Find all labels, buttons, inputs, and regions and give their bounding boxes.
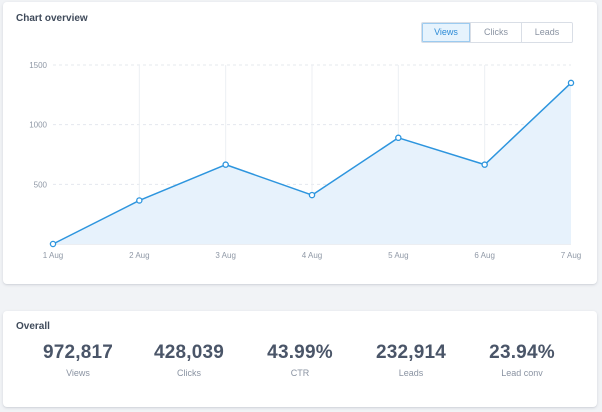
y-tick-label: 500 bbox=[34, 180, 48, 189]
tab-clicks[interactable]: Clicks bbox=[470, 23, 521, 42]
metric-toggle: Views Clicks Leads bbox=[421, 22, 573, 43]
stat-ctr-label: CTR bbox=[290, 368, 310, 378]
y-tick-label: 1500 bbox=[29, 61, 47, 70]
views-line-chart: 500 1000 1500 1 Aug 2 Aug 3 Aug 4 Aug 5 Aug 6 Au… bbox=[29, 61, 581, 260]
data-point-3 bbox=[222, 161, 229, 168]
stat-ctr: 43.99% CTR bbox=[240, 342, 360, 378]
x-tick-label: 2 Aug bbox=[129, 251, 149, 260]
data-point-4 bbox=[308, 191, 316, 199]
chart-overview-title: Chart overview bbox=[16, 13, 88, 24]
stat-clicks-value: 428,039 bbox=[153, 342, 225, 363]
stat-lead-conv: 23.94% Lead conv bbox=[462, 342, 582, 378]
x-tick-label: 3 Aug bbox=[215, 251, 235, 260]
data-point-5 bbox=[395, 134, 402, 142]
stat-lead-conv-value: 23.94% bbox=[489, 342, 555, 363]
x-tick-label: 6 Aug bbox=[474, 251, 494, 260]
tab-views[interactable]: Views bbox=[422, 23, 470, 42]
stat-leads-label: Leads bbox=[398, 368, 424, 378]
stat-views: 972,817 Views bbox=[18, 342, 138, 378]
stats-row: 972,817 Views 428,039 Clicks 43.99% CTR … bbox=[3, 342, 597, 402]
stat-ctr-value: 43.99% bbox=[267, 342, 333, 363]
x-tick-label: 7 Aug bbox=[561, 251, 581, 260]
overall-card: Overall 972,817 Views 428,039 Clicks 43.… bbox=[3, 311, 597, 407]
views-area bbox=[53, 82, 571, 245]
stat-views-label: Views bbox=[66, 368, 90, 378]
chart-overview-card: Chart overview Views Clicks Leads 500 100… bbox=[3, 2, 597, 284]
overall-title: Overall bbox=[16, 321, 50, 332]
stat-leads: 232,914 Leads bbox=[351, 342, 471, 378]
x-tick-label: 5 Aug bbox=[388, 251, 408, 260]
stat-clicks: 428,039 Clicks bbox=[129, 342, 249, 378]
stat-lead-conv-label: Lead conv bbox=[501, 368, 543, 378]
y-tick-label: 1000 bbox=[29, 121, 47, 130]
stat-leads-value: 232,914 bbox=[375, 342, 447, 363]
stat-clicks-label: Clicks bbox=[177, 368, 201, 378]
data-point-2 bbox=[136, 197, 143, 204]
tab-leads[interactable]: Leads bbox=[521, 23, 572, 42]
data-point-6 bbox=[481, 161, 488, 168]
x-tick-label: 1 Aug bbox=[43, 251, 63, 260]
x-tick-label: 4 Aug bbox=[302, 251, 322, 260]
stat-views-value: 972,817 bbox=[42, 342, 114, 363]
data-point-1 bbox=[49, 240, 57, 248]
data-point-7 bbox=[567, 79, 575, 87]
